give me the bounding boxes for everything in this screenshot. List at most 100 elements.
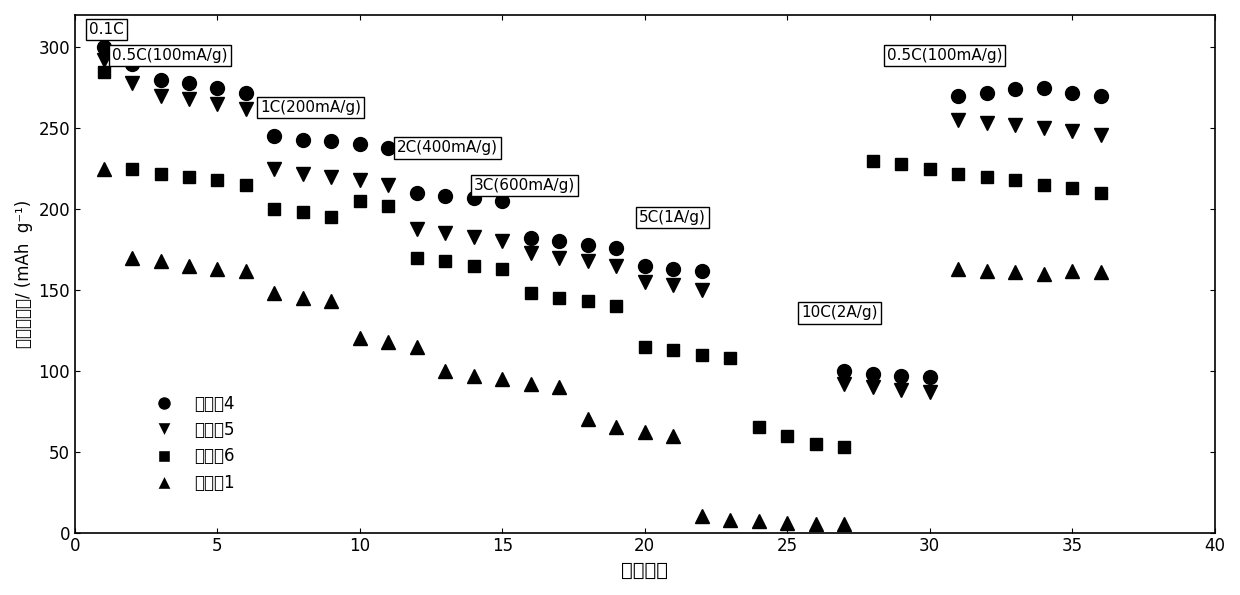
- 实施例6: [466, 262, 481, 270]
- 实施例6: [808, 440, 823, 447]
- 对比例1: [1065, 267, 1080, 274]
- 实施例4: [923, 374, 937, 381]
- 对比例1: [780, 519, 795, 527]
- X-axis label: 循环次数: 循环次数: [621, 561, 668, 580]
- Line: 实施例5: 实施例5: [97, 54, 1107, 399]
- 实施例6: [780, 432, 795, 439]
- 对比例1: [495, 375, 510, 383]
- 实施例6: [923, 165, 937, 172]
- 实施例5: [866, 383, 880, 390]
- 实施例6: [980, 173, 994, 180]
- 对比例1: [1037, 270, 1052, 277]
- Line: 实施例4: 实施例4: [97, 40, 1107, 384]
- 实施例4: [694, 267, 709, 274]
- 实施例6: [951, 170, 966, 177]
- 对比例1: [552, 383, 567, 390]
- 实施例4: [1008, 86, 1023, 93]
- 实施例6: [438, 257, 453, 264]
- 实施例6: [1008, 176, 1023, 183]
- 实施例6: [1065, 184, 1080, 192]
- 实施例5: [894, 387, 909, 394]
- 实施例6: [153, 170, 167, 177]
- 对比例1: [124, 254, 139, 261]
- 对比例1: [951, 265, 966, 273]
- 实施例5: [609, 262, 624, 270]
- 实施例4: [95, 44, 110, 51]
- 实施例5: [124, 79, 139, 86]
- 实施例5: [523, 249, 538, 256]
- 实施例6: [95, 68, 110, 75]
- 实施例4: [238, 89, 253, 96]
- Y-axis label: 放电比容量/ (mAh  g⁻¹): 放电比容量/ (mAh g⁻¹): [15, 200, 33, 348]
- 实施例5: [409, 225, 424, 232]
- 对比例1: [409, 343, 424, 350]
- 实施例4: [1065, 89, 1080, 96]
- 实施例4: [894, 372, 909, 379]
- 实施例6: [580, 298, 595, 305]
- 对比例1: [181, 262, 196, 270]
- Text: 0.5C(100mA/g): 0.5C(100mA/g): [887, 48, 1002, 63]
- 对比例1: [980, 267, 994, 274]
- 对比例1: [267, 290, 281, 297]
- 实施例5: [466, 233, 481, 240]
- Text: 2C(400mA/g): 2C(400mA/g): [397, 140, 498, 155]
- 实施例5: [495, 238, 510, 245]
- 实施例6: [1094, 189, 1109, 196]
- 实施例5: [381, 181, 396, 189]
- 实施例6: [866, 157, 880, 164]
- 对比例1: [723, 516, 738, 523]
- 实施例6: [666, 346, 681, 353]
- 实施例6: [295, 209, 310, 216]
- 实施例6: [124, 165, 139, 172]
- 对比例1: [295, 295, 310, 302]
- 对比例1: [808, 521, 823, 528]
- 实施例4: [124, 60, 139, 67]
- 实施例6: [609, 303, 624, 310]
- 实施例5: [951, 117, 966, 124]
- 实施例6: [694, 351, 709, 358]
- 对比例1: [352, 335, 367, 342]
- 对比例1: [238, 267, 253, 274]
- 实施例4: [1094, 92, 1109, 99]
- 实施例6: [1037, 181, 1052, 189]
- 实施例5: [181, 96, 196, 103]
- 实施例5: [153, 92, 167, 99]
- 实施例5: [923, 389, 937, 396]
- 对比例1: [580, 416, 595, 423]
- Legend: 实施例4, 实施例5, 实施例6, 对比例1: 实施例4, 实施例5, 实施例6, 对比例1: [140, 388, 241, 499]
- 实施例5: [637, 278, 652, 286]
- 实施例5: [666, 281, 681, 289]
- Text: 1C(200mA/g): 1C(200mA/g): [260, 100, 361, 115]
- 实施例5: [1065, 128, 1080, 135]
- 实施例6: [894, 160, 909, 167]
- 实施例6: [210, 176, 224, 183]
- 实施例5: [552, 254, 567, 261]
- 实施例4: [980, 89, 994, 96]
- 对比例1: [523, 380, 538, 387]
- Text: 0.1C: 0.1C: [89, 23, 124, 37]
- 实施例5: [1094, 131, 1109, 138]
- 实施例4: [466, 194, 481, 201]
- 实施例4: [153, 76, 167, 83]
- 实施例4: [866, 371, 880, 378]
- 实施例6: [324, 214, 339, 221]
- 实施例5: [324, 173, 339, 180]
- 实施例4: [580, 241, 595, 248]
- 实施例4: [837, 367, 852, 374]
- 实施例6: [409, 254, 424, 261]
- 实施例4: [324, 137, 339, 145]
- Text: 10C(2A/g): 10C(2A/g): [801, 305, 878, 321]
- Line: 对比例1: 对比例1: [97, 162, 1107, 531]
- 实施例6: [552, 295, 567, 302]
- 对比例1: [438, 367, 453, 374]
- Text: 3C(600mA/g): 3C(600mA/g): [474, 178, 575, 193]
- 实施例4: [267, 133, 281, 140]
- 实施例4: [210, 84, 224, 92]
- 实施例6: [495, 265, 510, 273]
- 实施例5: [1037, 124, 1052, 131]
- 实施例6: [523, 290, 538, 297]
- 实施例5: [238, 105, 253, 112]
- 实施例6: [837, 443, 852, 450]
- 实施例6: [238, 181, 253, 189]
- 实施例6: [751, 424, 766, 431]
